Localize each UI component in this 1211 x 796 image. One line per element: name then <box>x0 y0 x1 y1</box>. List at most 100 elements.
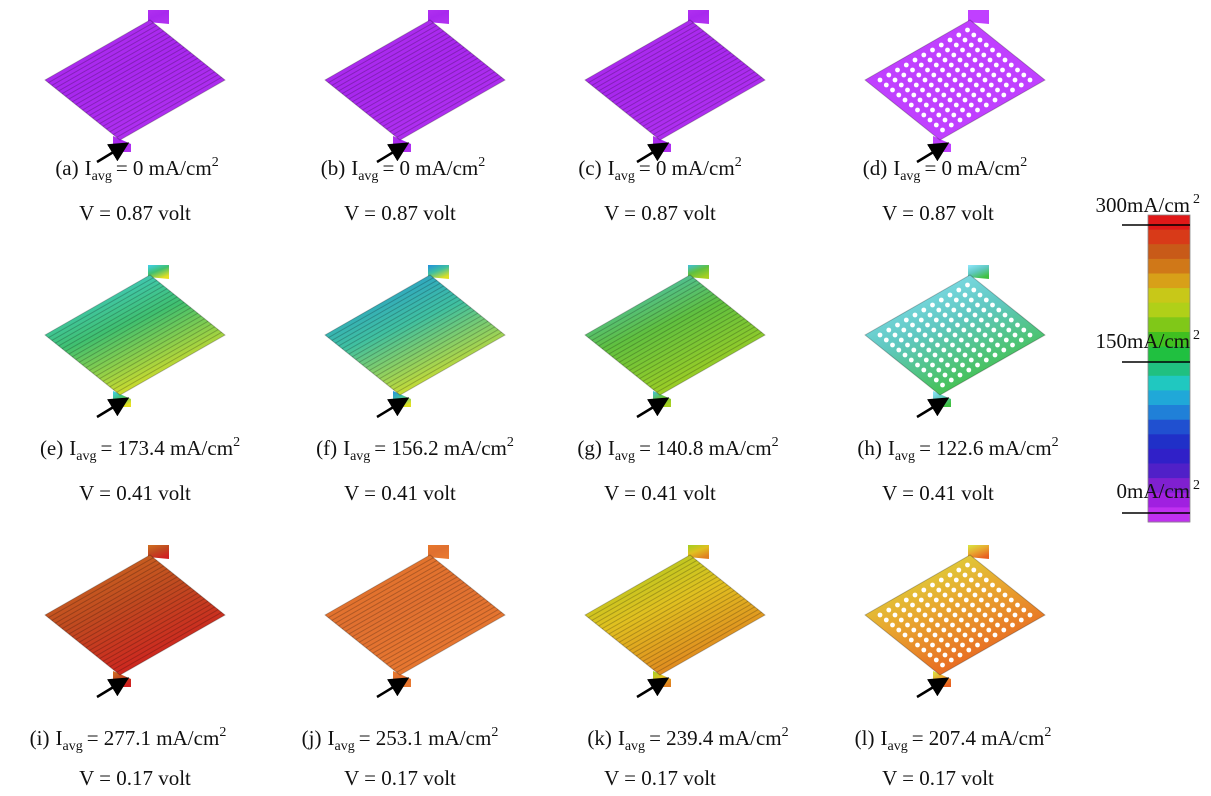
colorbar-cell <box>1148 259 1190 274</box>
hole <box>979 63 984 68</box>
flow-field <box>865 265 1045 417</box>
hole <box>901 73 906 78</box>
hole <box>901 608 906 613</box>
page: {"panels": [ {"label": "(a)", "symbol": … <box>0 0 1211 796</box>
subscript: avg <box>625 739 645 754</box>
hole <box>920 88 925 93</box>
hole <box>984 358 989 363</box>
hole <box>940 68 945 73</box>
hole <box>923 78 928 83</box>
hole <box>930 48 935 53</box>
power: 2 <box>219 725 226 740</box>
hole <box>984 43 989 48</box>
hole <box>969 103 974 108</box>
colorbar-cell <box>1148 361 1190 376</box>
colorbar-cell <box>1148 376 1190 391</box>
hole <box>998 78 1003 83</box>
hole <box>943 653 948 658</box>
panel-label: (c) <box>578 156 601 180</box>
subscript: avg <box>63 739 83 754</box>
hole <box>990 48 995 53</box>
hole <box>909 638 914 643</box>
hole <box>950 88 955 93</box>
colorbar-power: 2 <box>1193 192 1200 207</box>
hole <box>971 628 976 633</box>
subscript: avg <box>350 449 370 464</box>
hole <box>949 123 954 128</box>
hole <box>954 103 959 108</box>
hole <box>946 608 951 613</box>
hole <box>934 123 939 128</box>
hole <box>956 93 961 98</box>
voltage: V = 0.17 volt <box>79 766 191 790</box>
caption: (c)Iavg= 0 mA/cm2 <box>578 155 741 184</box>
hole <box>884 618 889 623</box>
hole <box>904 598 909 603</box>
flow-field <box>865 545 1045 697</box>
hole <box>963 573 968 578</box>
hole <box>955 68 960 73</box>
hole <box>1013 613 1018 618</box>
hole <box>996 53 1001 58</box>
hole <box>1000 603 1005 608</box>
hole <box>993 633 998 638</box>
hole <box>991 73 996 78</box>
hole <box>951 113 956 118</box>
hole <box>929 618 934 623</box>
hole <box>951 53 956 58</box>
hole <box>964 598 969 603</box>
hole <box>918 98 923 103</box>
hole <box>995 88 1000 93</box>
hole <box>953 78 958 83</box>
hole <box>1001 348 1006 353</box>
hole <box>938 78 943 83</box>
power: 2 <box>782 725 789 740</box>
hole <box>933 98 938 103</box>
hole <box>954 578 959 583</box>
hole <box>933 633 938 638</box>
hole <box>1000 323 1005 328</box>
hole <box>909 103 914 108</box>
hole <box>908 333 913 338</box>
hole <box>945 48 950 53</box>
hole <box>968 333 973 338</box>
hole <box>965 283 970 288</box>
hole <box>963 293 968 298</box>
hole <box>981 53 986 58</box>
hole <box>963 38 968 43</box>
colorbar-cell <box>1148 464 1190 479</box>
flow-arrow <box>917 680 945 697</box>
hole <box>919 63 924 68</box>
current: = 207.4 mA/cm <box>912 726 1045 750</box>
current: = 140.8 mA/cm <box>639 436 772 460</box>
symbol: I <box>888 436 895 460</box>
hole <box>919 598 924 603</box>
flow-arrow <box>637 400 665 417</box>
hole <box>903 98 908 103</box>
hole <box>945 303 950 308</box>
hole <box>974 338 979 343</box>
hole <box>913 313 918 318</box>
hole <box>975 48 980 53</box>
hole <box>963 98 968 103</box>
flow-arrow <box>377 400 405 417</box>
hole <box>946 73 951 78</box>
hole <box>961 608 966 613</box>
flow-arrow <box>637 680 665 697</box>
hole <box>984 298 989 303</box>
hole <box>936 588 941 593</box>
hole <box>969 298 974 303</box>
hole <box>959 83 964 88</box>
hole <box>980 623 985 628</box>
hole <box>934 598 939 603</box>
hole <box>895 603 900 608</box>
hole <box>975 363 980 368</box>
subscript: avg <box>76 449 96 464</box>
caption: (k)Iavg= 239.4 mA/cm2 <box>587 725 788 754</box>
voltage: V = 0.87 volt <box>344 201 456 225</box>
hole <box>980 88 985 93</box>
hole <box>994 318 999 323</box>
caption: (j)Iavg= 253.1 mA/cm2 <box>302 725 499 754</box>
subscript: avg <box>92 169 112 184</box>
hole <box>1004 338 1009 343</box>
